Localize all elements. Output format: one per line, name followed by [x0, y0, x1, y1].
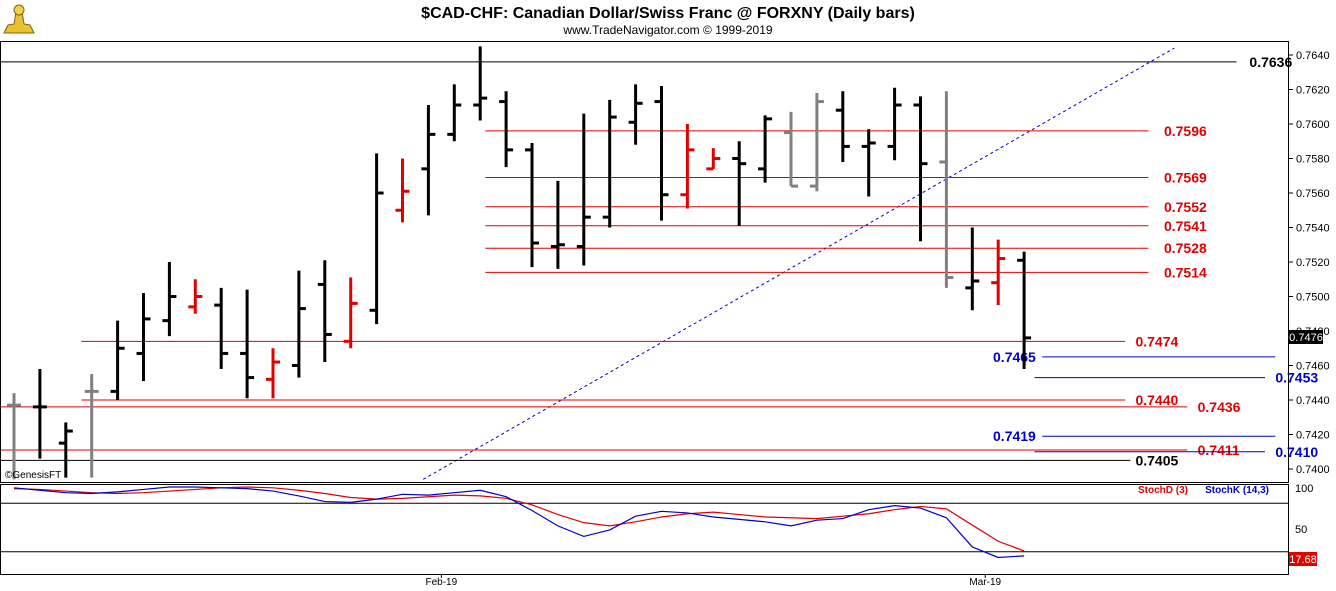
ohlc-bar [84, 374, 99, 478]
price-tick-label: 0.7600 [1296, 119, 1330, 131]
chart-subtitle: www.TradeNavigator.com © 1999-2019 [562, 23, 772, 37]
ohlc-bar [550, 180, 565, 269]
stoch-last-tag: 17.68 [1289, 552, 1317, 566]
ohlc-bars [7, 46, 1032, 480]
ohlc-bar [32, 368, 47, 459]
trendline [422, 47, 1175, 480]
price-tick-label: 0.7620 [1296, 85, 1330, 97]
level-label: 0.7411 [1198, 442, 1240, 458]
date-axis: Feb-19 Mar-19 [426, 574, 1002, 588]
ohlc-bar [732, 141, 747, 226]
level-label: 0.7596 [1164, 123, 1207, 139]
level-label: 0.7528 [1164, 240, 1207, 256]
level-label: 0.7440 [1135, 392, 1178, 408]
ohlc-bar [162, 262, 177, 337]
stochd-legend: StochD (3) [1138, 485, 1188, 496]
ohlc-bar [136, 293, 151, 382]
ohlc-bar [525, 142, 539, 268]
ohlc-bar [706, 148, 721, 171]
ohlc-bar [835, 91, 850, 162]
stoch-line [13, 486, 1025, 552]
ohlc-bar [240, 289, 255, 399]
level-label: 0.7569 [1164, 169, 1207, 185]
ohlc-bar [680, 124, 695, 209]
date-tick-label: Feb-19 [426, 577, 458, 588]
price-tick-label: 0.7400 [1296, 464, 1330, 476]
stoch-tick-100: 100 [1295, 483, 1313, 495]
level-label: 0.7636 [1249, 54, 1292, 70]
trendline-layer [422, 47, 1175, 480]
level-label: 0.7552 [1164, 199, 1207, 215]
price-tick-label: 0.7540 [1296, 223, 1330, 235]
stoch-tick-50: 50 [1295, 524, 1307, 536]
ohlc-bar [7, 393, 21, 480]
ohlc-bar [447, 84, 462, 142]
level-label: 0.7405 [1135, 452, 1178, 468]
last-price-tag: 0.7476 [1289, 330, 1323, 344]
level-label: 0.7541 [1164, 218, 1207, 234]
ohlc-bar [343, 277, 358, 349]
level-label: 0.7436 [1198, 399, 1241, 415]
ohlc-bar [887, 87, 902, 161]
ohlc-bar [809, 92, 824, 192]
ohlc-bar [266, 348, 280, 399]
stoch-line [13, 486, 1025, 559]
level-label: 0.7465 [993, 349, 1036, 365]
ohlc-bar [939, 91, 954, 288]
price-tick-label: 0.7560 [1296, 188, 1330, 200]
ohlc-bar [654, 86, 669, 221]
ohlc-bar [991, 239, 1006, 306]
ohlc-bar [291, 270, 306, 378]
level-label: 0.7419 [993, 428, 1036, 444]
ohlc-bar [602, 99, 617, 228]
stochk-legend: StochK (14,3) [1205, 485, 1269, 496]
price-tick-label: 0.7580 [1296, 154, 1330, 166]
ohlc-bar [1017, 251, 1032, 369]
level-label: 0.7453 [1275, 370, 1318, 386]
ohlc-bar [784, 111, 798, 188]
price-tick-label: 0.7640 [1296, 50, 1330, 62]
stochastics-panel [13, 486, 1025, 559]
chart-title: $CAD-CHF: Canadian Dollar/Swiss Franc @ … [421, 5, 915, 22]
ohlc-bar [214, 287, 229, 369]
watermark-text: ©GenesisFT [5, 470, 61, 481]
ohlc-bar [110, 320, 125, 400]
ohlc-bar [369, 153, 384, 325]
ohlc-bar [317, 260, 332, 363]
ohlc-bar [473, 46, 488, 121]
last-price-label: 0.7476 [1289, 332, 1323, 344]
stoch-panel-border [0, 484, 1289, 575]
price-tick-label: 0.7420 [1296, 430, 1330, 442]
price-tick-label: 0.7440 [1296, 395, 1330, 407]
ohlc-bar [499, 91, 514, 168]
stoch-last-label: 17.68 [1289, 554, 1317, 566]
level-label: 0.7474 [1135, 333, 1178, 349]
ohlc-bar [861, 129, 876, 197]
ohlc-bar [188, 279, 203, 314]
ohlc-bar [913, 96, 928, 242]
ohlc-bar [58, 422, 73, 478]
logo-icon [3, 4, 35, 34]
level-label: 0.7410 [1275, 444, 1318, 460]
price-tick-label: 0.7520 [1296, 257, 1330, 269]
ohlc-bar [758, 115, 773, 183]
price-tick-label: 0.7460 [1296, 361, 1330, 373]
levels-layer: 0.7636 0.7596 0.7569 0.7552 0.7541 0.7528 0.75… [1, 54, 1318, 468]
ohlc-bar [576, 113, 591, 266]
ohlc-bar [395, 158, 410, 223]
ohlc-bar [421, 105, 436, 216]
ohlc-bar [965, 227, 980, 311]
price-tick-label: 0.7500 [1296, 292, 1330, 304]
ohlc-bar [628, 84, 643, 145]
date-tick-label: Mar-19 [969, 577, 1001, 588]
level-label: 0.7514 [1164, 264, 1207, 280]
